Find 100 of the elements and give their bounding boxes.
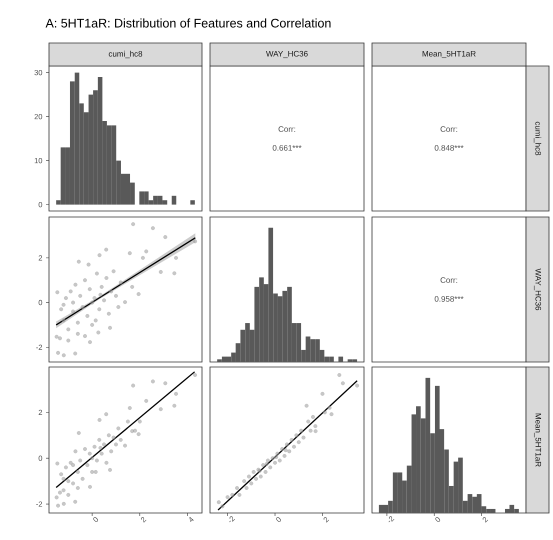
point [94,458,99,463]
point [116,426,120,430]
point [150,226,155,230]
point [193,239,198,244]
point [112,436,116,440]
point [123,444,128,448]
point [73,282,78,287]
point [246,474,251,479]
point [150,379,155,384]
point [237,492,242,497]
point [76,431,81,435]
point [144,398,148,403]
point [355,384,360,388]
point [62,502,66,506]
point [55,290,60,294]
point [64,465,68,470]
point [261,463,266,468]
point [114,442,118,446]
point [244,486,249,490]
point [66,492,70,497]
point [123,300,128,304]
point [322,410,327,414]
point [302,436,306,440]
point [133,428,138,433]
bar [338,356,344,362]
point [68,289,73,294]
point [264,462,269,466]
point [71,310,76,314]
point [82,447,87,452]
point [62,353,66,358]
point [163,235,168,240]
point [97,307,102,312]
point [172,271,176,276]
point [62,318,66,322]
point [68,460,73,465]
point [102,442,106,446]
point [226,495,230,500]
point [104,248,108,252]
bar [378,504,384,513]
point [66,479,70,484]
point [304,404,309,408]
point [88,452,92,456]
point [85,314,90,318]
point [264,470,268,474]
point [108,468,112,472]
point [71,463,76,468]
bar [504,508,510,513]
point [56,504,60,508]
point [109,449,114,454]
point [273,460,278,465]
point [230,492,234,497]
point [275,452,280,456]
point [254,476,258,481]
bar [490,508,496,513]
text: A: 5HT1aR: Distribution of Features and Correlation [46,18,331,28]
point [62,302,66,307]
point [130,284,134,289]
point [58,336,62,340]
point [100,284,104,289]
point [73,449,78,454]
point [55,462,60,466]
point [128,251,132,256]
point [56,350,60,355]
point [163,381,168,386]
point [313,424,318,428]
point [104,412,108,416]
point [144,249,148,254]
point [104,460,108,465]
point [76,320,80,325]
point [128,406,132,410]
point [76,260,81,264]
point [330,412,334,416]
point [158,270,163,274]
point [252,470,256,474]
point [58,490,62,495]
point [118,280,123,284]
point [216,500,221,504]
point [172,404,176,408]
point [308,428,313,433]
point [66,338,70,343]
point [126,420,130,424]
point [76,332,80,336]
point [54,495,59,500]
point [280,447,284,452]
point [340,381,345,386]
point [258,474,263,479]
point [193,373,198,378]
point [73,352,78,356]
point [73,500,78,504]
point [80,305,85,310]
point [109,289,114,294]
point [294,433,298,438]
point [96,330,100,334]
point [59,307,64,312]
point [85,463,90,468]
point [71,481,76,486]
point [274,455,278,460]
point [174,392,178,396]
point [88,484,92,489]
bar [226,356,232,362]
